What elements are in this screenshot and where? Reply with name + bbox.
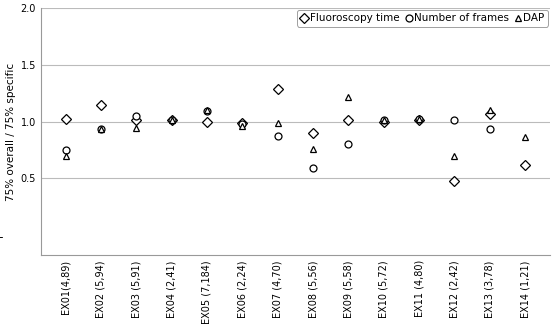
- Y-axis label: 75% overall / 75% specific: 75% overall / 75% specific: [7, 63, 17, 201]
- Legend: Fluoroscopy time, Number of frames, DAP: Fluoroscopy time, Number of frames, DAP: [297, 10, 548, 27]
- Text: -: -: [0, 231, 3, 244]
